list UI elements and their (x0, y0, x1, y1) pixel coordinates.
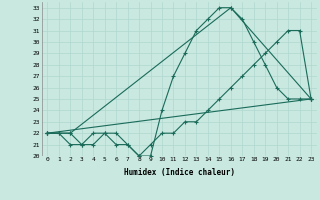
X-axis label: Humidex (Indice chaleur): Humidex (Indice chaleur) (124, 168, 235, 177)
